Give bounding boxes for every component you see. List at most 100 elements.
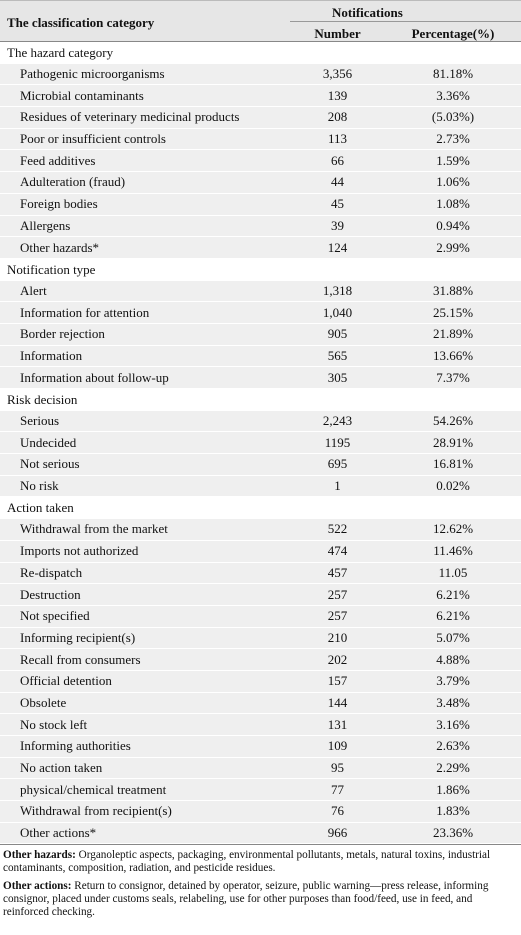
table-header: The classification category Notification… [0,0,521,42]
table-cell: 76 [331,803,344,819]
table-cell: 3.16% [436,716,470,732]
table-cell: 3.36% [436,87,470,103]
table-cell: 144 [327,694,348,710]
table-cell: 966 [327,825,348,841]
table-cell: Allergens [20,217,71,233]
section-title: Notification type [0,258,521,281]
section-title: The hazard category [0,42,521,64]
table-cell: Destruction [20,586,81,602]
table-cell: 3.48% [436,694,470,710]
table-cell: 7.37% [436,369,470,385]
table-row: Withdrawal from the market 522 12.62% [0,519,521,541]
footnote-term: Other actions: [3,880,72,893]
table-row: physical/chemical treatment 77 1.86% [0,779,521,802]
table-cell: 0.94% [436,217,470,233]
header-rule [290,21,521,22]
table-cell: 66 [331,152,344,168]
table-cell: 1195 [324,434,351,450]
table-row: Not specified 257 6.21% [0,605,521,628]
header-cell: The classification category [7,15,155,30]
table-cell: Official detention [20,673,112,689]
table-row: Feed additives 66 1.59% [0,150,521,173]
table-cell: 457 [327,564,348,580]
table-cell: 565 [327,347,348,363]
table-cell: 6.21% [436,608,470,624]
table-row: Information about follow-up 305 7.37% [0,367,521,389]
table-cell: 81.18% [432,66,474,82]
table-cell: 131 [327,716,348,732]
table-cell: 695 [327,456,348,472]
table-row: Informing authorities 109 2.63% [0,736,521,758]
table-body: The hazard category Pathogenic microorgan… [0,42,521,845]
table-row: Information 565 13.66% [0,345,521,368]
footnote-text: Organoleptic aspects, packaging, environ… [3,849,491,875]
table-row: No stock left 131 3.16% [0,714,521,736]
table-cell: 109 [327,738,348,754]
table-cell: Information for attention [20,304,150,320]
table-cell: 77 [331,781,344,797]
table-cell: Informing authorities [20,738,131,754]
table-cell: Obsolete [20,694,67,710]
table-cell: 202 [327,651,348,667]
table-cell: 905 [327,326,348,342]
table-cell: 4.88% [436,651,470,667]
table-cell: 1.08% [436,196,470,212]
table-cell: 474 [327,543,348,559]
table-cell: 3,356 [322,66,353,82]
table-cell: 13.66% [432,347,474,363]
table-cell: Not serious [20,456,80,472]
section-title: Action taken [0,497,521,520]
table-cell: Imports not authorized [20,543,139,559]
table-cell: 1.83% [436,803,470,819]
table-cell: (5.03%) [431,109,475,125]
table-row: Informing recipient(s) 210 5.07% [0,627,521,650]
table-cell: 6.21% [436,586,470,602]
table-cell: 2.99% [436,239,470,255]
table-cell: 522 [327,521,348,537]
table-cell: Informing recipient(s) [20,629,136,645]
table-cell: 2,243 [322,413,353,429]
table-cell: 54.26% [432,413,474,429]
table-row: Official detention 157 3.79% [0,670,521,693]
table-cell: physical/chemical treatment [20,781,167,797]
footnote: Other hazards: Organoleptic aspects, pac… [3,849,518,875]
table-cell: Microbial contaminants [20,87,144,103]
table-cell: 1 [334,478,341,494]
table-cell: Withdrawal from the market [20,521,168,537]
table-cell: No action taken [20,760,103,776]
table-row: Border rejection 905 21.89% [0,323,521,346]
table-cell: Re-dispatch [20,564,83,580]
table-cell: 16.81% [432,456,474,472]
table-cell: 210 [327,629,348,645]
table-row: Alert 1,318 31.88% [0,280,521,303]
table-cell: 23.36% [432,825,474,841]
table-cell: 157 [327,673,348,689]
table-cell: Feed additives [20,152,96,168]
table-cell: Information about follow-up [20,369,169,385]
table-row: Not serious 695 16.81% [0,454,521,476]
table-cell: Withdrawal from recipient(s) [20,803,172,819]
table-cell: 11.46% [433,543,473,559]
table-row: Recall from consumers 202 4.88% [0,649,521,671]
table-cell: 2.73% [436,131,470,147]
table-cell: 1,318 [322,282,353,298]
footnote: Other actions: Return to consignor, deta… [3,880,518,919]
table-cell: 124 [327,239,348,255]
table-row: Foreign bodies 45 1.08% [0,193,521,216]
table-row: Information for attention 1,040 25.15% [0,302,521,324]
table-cell: 31.88% [432,282,474,298]
table-row: No action taken 95 2.29% [0,757,521,780]
table-cell: No risk [20,478,59,494]
table-cell: 25.15% [432,304,474,320]
table-cell: 257 [327,608,348,624]
table-cell: 1.59% [436,152,470,168]
table-cell: Recall from consumers [20,651,141,667]
table-cell: 139 [327,87,348,103]
table-row: Re-dispatch 457 11.05 [0,562,521,585]
table-cell: 2.29% [436,760,470,776]
header-cell: Number [314,26,361,41]
table-cell: 0.02% [436,478,470,494]
table-cell: Poor or insufficient controls [20,131,166,147]
